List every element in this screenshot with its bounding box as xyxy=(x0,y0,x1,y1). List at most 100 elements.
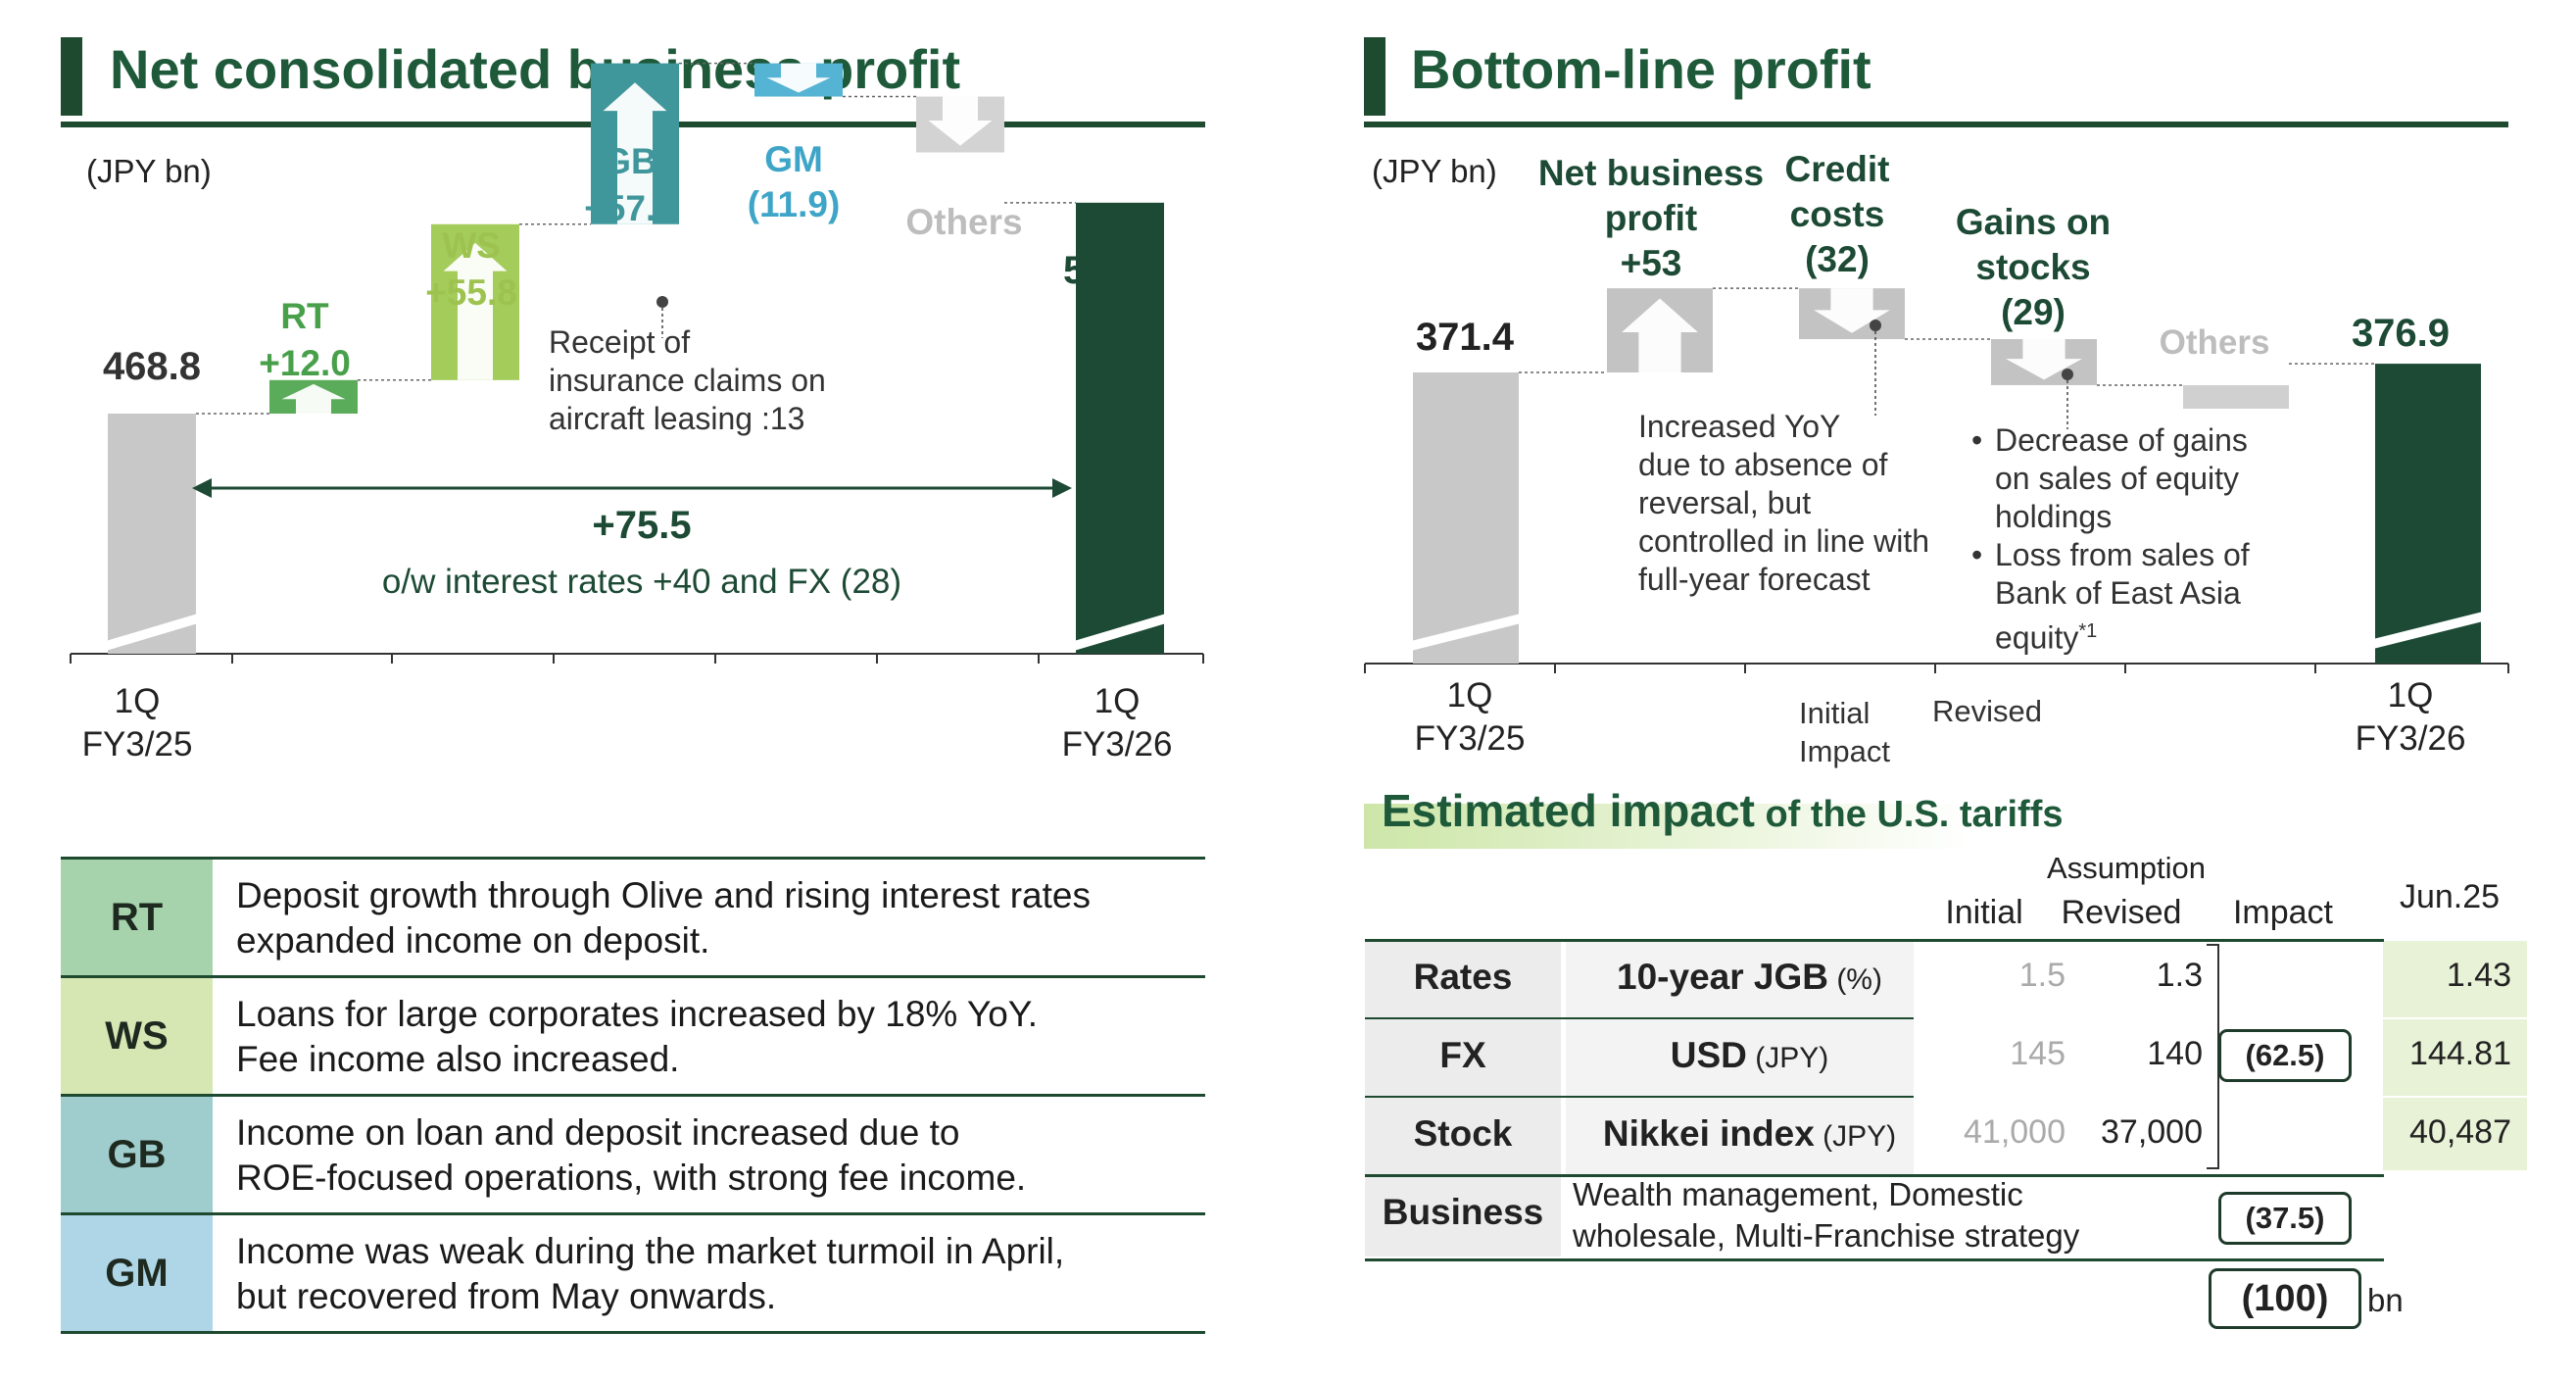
segment-code-rt: RT xyxy=(61,860,213,975)
left-x-tick-end: 1Q FY3/26 xyxy=(1061,682,1173,764)
fx-revised: 140 xyxy=(2147,1035,2203,1072)
actual-rule-1 xyxy=(2383,1017,2527,1019)
tariff-rule-bottom xyxy=(1365,1258,2384,1261)
tariff-title-highlight xyxy=(1364,804,1971,849)
right-others-label: Others xyxy=(2159,323,2270,362)
right-unit-label: (JPY bn) xyxy=(1372,153,1497,189)
left-others-arrow xyxy=(928,96,993,146)
right-chart-marks xyxy=(1364,287,2509,673)
segment-desc-rt: Deposit growth through Olive and rising … xyxy=(236,875,1091,961)
total-impact-unit: bn xyxy=(2367,1282,2404,1318)
axis-label-initial-impact: Initial Impact xyxy=(1799,696,1891,768)
left-total-change: +75.5 xyxy=(592,504,692,547)
tariff-rule-top xyxy=(1365,939,2384,942)
fx-initial: 145 xyxy=(2010,1035,2066,1072)
ws-value: +55.8 xyxy=(425,272,517,313)
gains-on-stocks-label: Gains on stocks (29) xyxy=(1955,202,2112,332)
right-start-bar-break xyxy=(1411,614,1521,651)
stocks-note-dot xyxy=(2062,369,2073,380)
left-end-bar xyxy=(1076,202,1164,654)
net-business-profit-bar-arrow xyxy=(1622,298,1698,372)
segment-code-ws: WS xyxy=(61,978,213,1094)
total-change-arrow-right xyxy=(1052,478,1072,498)
tariff-rule-3 xyxy=(1365,1174,2384,1177)
rt-value: +12.0 xyxy=(259,343,351,383)
axis-label-revised: Revised xyxy=(1932,694,2042,728)
fx-category: FX xyxy=(1439,1035,1486,1075)
left-total-change-note: o/w interest rates +40 and FX (28) xyxy=(381,563,902,601)
right-start-value: 371.4 xyxy=(1415,316,1515,359)
segment-table: RT Deposit growth through Olive and risi… xyxy=(61,857,1205,1334)
segment-code-gb: GB xyxy=(61,1097,213,1212)
tariff-indicator-bg xyxy=(1566,941,1914,1176)
ws-label: WS xyxy=(442,225,501,266)
actual-rule-2 xyxy=(2383,1096,2527,1098)
market-impact-value: (62.5) xyxy=(2218,1029,2352,1082)
date-header: Jun.25 xyxy=(2399,878,2501,915)
left-x-tick-start: 1Q FY3/25 xyxy=(81,682,193,764)
left-title-accent xyxy=(61,37,82,116)
tariff-actual-bg xyxy=(2383,941,2527,1170)
rt-bar-arrow xyxy=(281,383,346,414)
gm-value: (11.9) xyxy=(747,184,841,224)
total-change-arrow-left xyxy=(192,478,212,498)
gb-bar-arrow xyxy=(603,82,667,224)
stock-initial: 41,000 xyxy=(1964,1113,2066,1151)
tariff-category-bg xyxy=(1365,941,1561,1257)
right-title-accent xyxy=(1364,37,1385,116)
stock-actual: 40,487 xyxy=(2409,1113,2511,1151)
right-waterfall-chart xyxy=(1364,287,2509,673)
ws-bar-arrow xyxy=(443,242,508,380)
gains-on-stocks-bar-arrow xyxy=(2006,338,2082,380)
impact-header: Impact xyxy=(2232,894,2334,931)
business-impact-value: (37.5) xyxy=(2218,1192,2352,1245)
right-title-rule xyxy=(1364,122,2508,127)
total-impact-value: (100) xyxy=(2209,1268,2361,1329)
segment-code-gm: GM xyxy=(61,1215,213,1331)
left-end-value: 544.3 xyxy=(1062,249,1162,292)
segment-desc-gm: Income was weak during the market turmoi… xyxy=(236,1231,1065,1316)
gm-label: GM xyxy=(764,139,823,179)
left-end-bar-break xyxy=(1074,614,1166,651)
left-start-bar xyxy=(108,414,196,654)
right-x-tick-end: 1Q FY3/26 xyxy=(2355,676,2466,758)
left-waterfall-chart xyxy=(70,62,1204,664)
table-row: GM Income was weak during the market tur… xyxy=(61,1215,1205,1334)
credit-note-dot xyxy=(1870,320,1881,331)
gb-value: +57.6 xyxy=(584,188,676,228)
gm-bar-arrow xyxy=(766,63,831,93)
tariff-title: Estimated impact of the U.S. tariffs xyxy=(1382,785,2064,836)
credit-costs-bar-arrow xyxy=(1814,288,1890,333)
right-end-bar-break xyxy=(2373,612,2483,649)
left-unit-label: (JPY bn) xyxy=(86,153,212,189)
right-end-bar xyxy=(2375,364,2481,664)
left-others-label: Others xyxy=(905,202,1023,242)
left-chart-marks xyxy=(70,62,1204,664)
business-category: Business xyxy=(1382,1192,1544,1232)
business-desc: Wealth management, Domestic wholesale, Mu… xyxy=(1573,1176,2080,1254)
stock-revised: 37,000 xyxy=(2101,1113,2203,1151)
credit-costs-label: Credit costs (32) xyxy=(1784,149,1890,279)
left-start-bar-break xyxy=(106,614,198,651)
rates-indicator: 10-year JGB (%) xyxy=(1617,957,1882,997)
right-end-value: 376.9 xyxy=(2351,312,2451,355)
revised-header: Revised xyxy=(2061,894,2182,931)
aircraft-note-dot xyxy=(656,296,668,308)
credit-costs-note: Increased YoY due to absence of reversal… xyxy=(1638,409,1930,597)
stocks-note: • Decrease of gains on sales of equity hol… xyxy=(1971,422,2250,656)
right-start-bar xyxy=(1413,372,1519,664)
net-business-profit-label: Net business profit +53 xyxy=(1537,153,1765,283)
segment-desc-gb: Income on loan and deposit increased due… xyxy=(236,1112,1027,1198)
fx-indicator: USD (JPY) xyxy=(1670,1035,1829,1075)
tariff-rule-2 xyxy=(1365,1096,1914,1098)
rates-actual: 1.43 xyxy=(2446,957,2511,994)
stock-indicator: Nikkei index (JPY) xyxy=(1602,1113,1897,1154)
table-row: RT Deposit growth through Olive and risi… xyxy=(61,860,1205,978)
table-row: WS Loans for large corporates increased … xyxy=(61,978,1205,1097)
rates-category: Rates xyxy=(1413,957,1513,997)
fx-actual: 144.81 xyxy=(2409,1035,2511,1072)
stock-category: Stock xyxy=(1413,1113,1513,1154)
rates-initial: 1.5 xyxy=(2018,957,2066,994)
rt-label: RT xyxy=(280,296,329,336)
tariff-rule-1 xyxy=(1365,1017,1914,1019)
